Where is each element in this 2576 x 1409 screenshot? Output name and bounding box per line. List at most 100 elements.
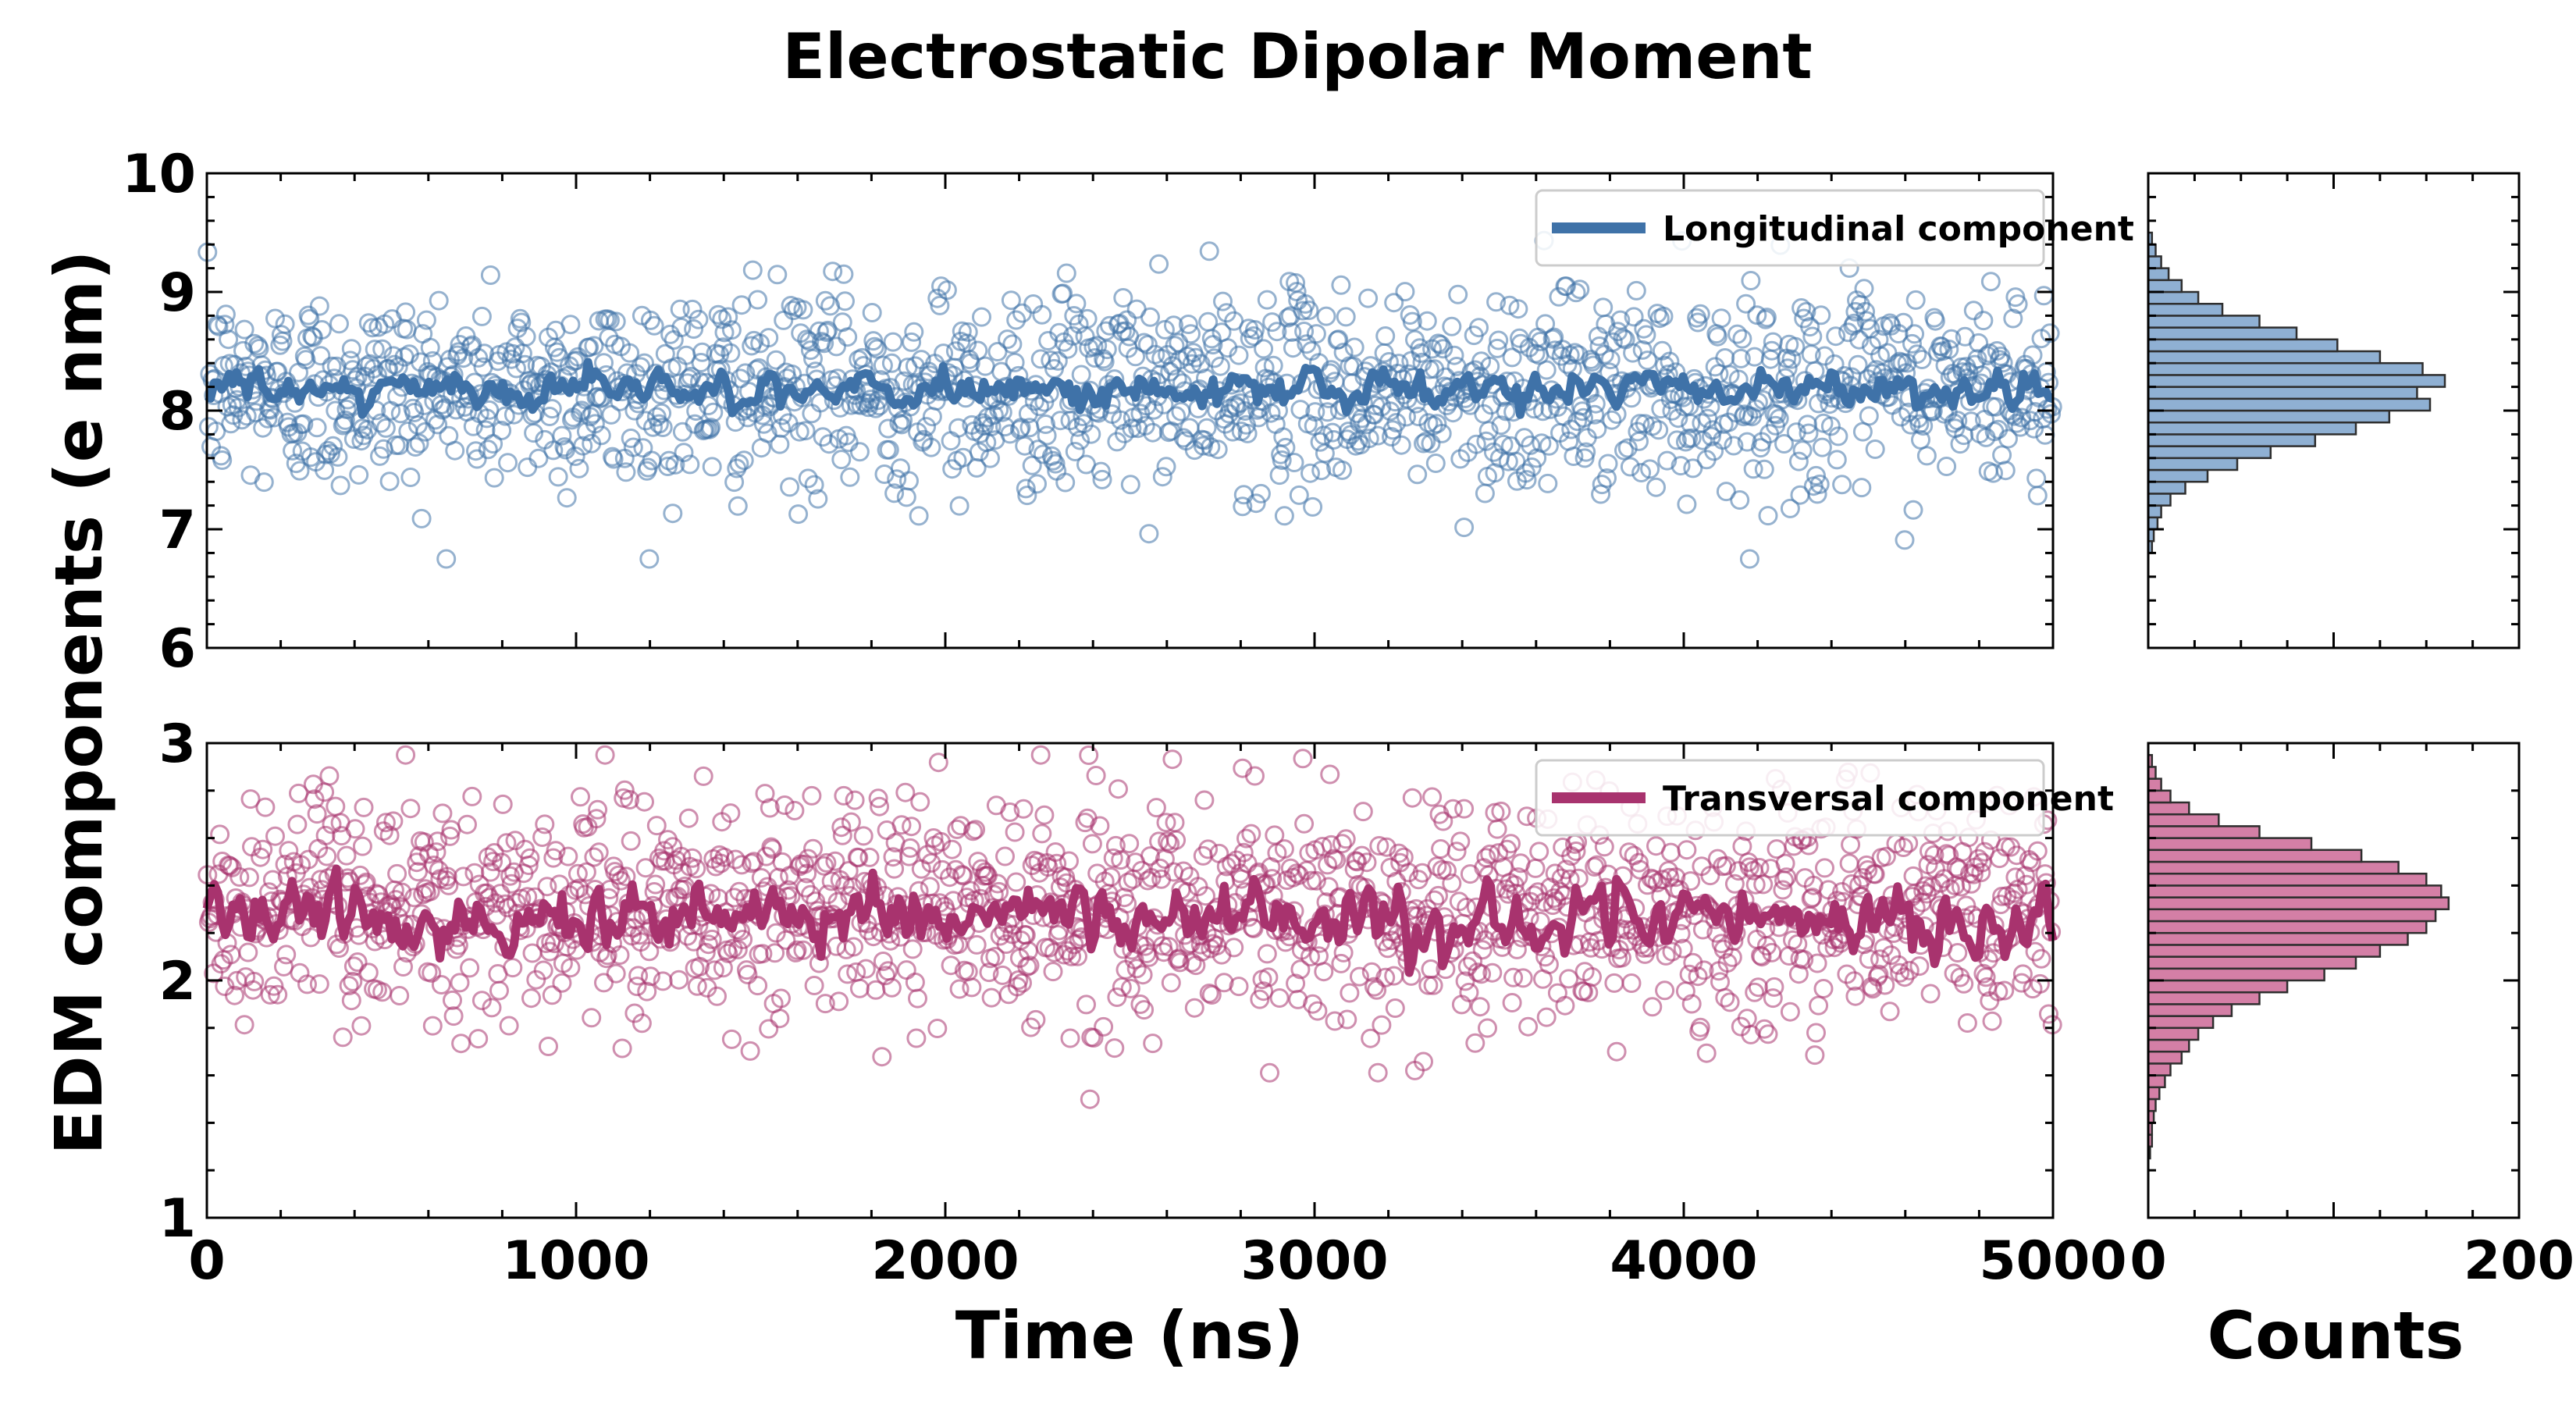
transversal-histogram-bar (2147, 860, 2400, 875)
transversal-scatter-point (1162, 749, 1183, 770)
longitudinal-legend: Longitudinal component (1535, 189, 2134, 267)
transversal-scatter-point (1893, 838, 1913, 857)
longitudinal-scatter-point (691, 353, 711, 372)
longitudinal-histogram-bar (2147, 374, 2446, 388)
transversal-scatter-point (1173, 861, 1194, 881)
longitudinal-scatter-point (1811, 305, 1831, 326)
transversal-scatter-point (1130, 994, 1151, 1014)
transversal-scatter-point (1146, 798, 1166, 818)
longitudinal-scatter-point (1254, 339, 1274, 359)
longitudinal-scatter-point (1902, 333, 1922, 354)
transversal-scatter-point (1414, 1051, 1433, 1072)
transversal-scatter-point (724, 888, 745, 908)
transversal-scatter-point (687, 976, 707, 996)
longitudinal-scatter-point (436, 549, 457, 569)
longitudinal-scatter-point (480, 265, 500, 285)
transversal-scatter-point (387, 863, 407, 884)
longitudinal-scatter-point (1653, 306, 1674, 326)
longitudinal-scatter-point (1995, 461, 2016, 481)
transversal-scatter-point (1807, 953, 1827, 973)
longitudinal-scatter-point (1500, 295, 1520, 315)
transversal-scatter-point (1005, 822, 1025, 842)
longitudinal-y-tick-label: 10 (122, 144, 196, 205)
transversal-scatter-point (966, 820, 986, 840)
transversal-histogram-bar (2147, 1050, 2183, 1065)
transversal-scatter-point (326, 796, 346, 817)
longitudinal-scatter-point (1486, 292, 1507, 312)
transversal-scatter-point (1971, 863, 1991, 883)
longitudinal-scatter-point (819, 434, 839, 454)
longitudinal-scatter-point (1254, 358, 1275, 378)
transversal-scatter-point (1269, 988, 1290, 1008)
transversal-scatter-point (1870, 949, 1890, 970)
longitudinal-scatter-point (1977, 346, 1998, 366)
longitudinal-scatter-point (585, 414, 605, 434)
transversal-scatter-point (2012, 973, 2032, 993)
longitudinal-scatter-point (1754, 459, 1774, 479)
longitudinal-scatter-point (1272, 450, 1292, 470)
transversal-legend-box (1535, 759, 2045, 837)
transversal-scatter-point (1034, 805, 1055, 825)
transversal-scatter-point (1539, 955, 1559, 974)
transversal-scatter-point (244, 971, 265, 991)
longitudinal-scatter-point (265, 308, 285, 329)
transversal-scatter-point (309, 974, 329, 994)
longitudinal-histogram-bar (2147, 350, 2382, 365)
transversal-scatter-point (329, 938, 349, 958)
longitudinal-scatter-point (1466, 434, 1486, 454)
transversal-legend: Transversal component (1535, 759, 2114, 837)
longitudinal-scatter-point (702, 457, 722, 477)
transversal-scatter-point (797, 863, 817, 884)
longitudinal-scatter-point (896, 487, 916, 507)
longitudinal-scatter-point (720, 343, 741, 363)
longitudinal-scatter-point (404, 403, 425, 422)
transversal-scatter-point (1294, 813, 1315, 834)
longitudinal-scatter-point (688, 309, 709, 329)
longitudinal-scatter-point (1636, 325, 1656, 345)
transversal-scatter-point (1331, 953, 1351, 973)
longitudinal-scatter-point (1149, 254, 1169, 274)
longitudinal-scatter-point (1683, 458, 1703, 479)
longitudinal-scatter-point (1036, 415, 1055, 434)
longitudinal-scatter-point (1344, 337, 1364, 358)
histogram-x-tick-label: 0 (2129, 1230, 2166, 1292)
transversal-histogram-bar (2147, 967, 2325, 982)
longitudinal-scatter-point (1303, 496, 1323, 517)
longitudinal-scatter-point (416, 310, 436, 330)
transversal-scatter-point (721, 1029, 742, 1049)
longitudinal-scatter-point (780, 477, 800, 497)
longitudinal-scatter-point (1690, 304, 1710, 324)
longitudinal-scatter-point (891, 458, 910, 479)
transversal-y-tick-label: 2 (159, 951, 196, 1012)
longitudinal-scatter-point (1282, 322, 1302, 342)
longitudinal-scatter-point (708, 304, 728, 325)
transversal-scatter-point (1934, 869, 1954, 889)
longitudinal-scatter-point (234, 319, 254, 340)
transversal-scatter-point (1470, 997, 1490, 1017)
longitudinal-scatter-point (1257, 290, 1277, 310)
transversal-scatter-point (1802, 888, 1823, 908)
transversal-scatter-point (928, 753, 948, 773)
transversal-scatter-point (1898, 833, 1919, 853)
longitudinal-scatter-point (1332, 460, 1352, 480)
transversal-scatter-point (499, 1016, 519, 1036)
longitudinal-scatter-point (672, 422, 692, 442)
transversal-scatter-point (1090, 816, 1110, 836)
longitudinal-scatter-point (1048, 350, 1068, 371)
longitudinal-scatter-point (788, 504, 809, 525)
transversal-scatter-point (1880, 1002, 1900, 1022)
transversal-scatter-point (1199, 984, 1219, 1003)
transversal-scatter-point (1690, 1017, 1710, 1037)
transversal-scatter-point (1694, 960, 1714, 980)
longitudinal-scatter-point (400, 468, 421, 487)
longitudinal-scatter-point (633, 438, 653, 458)
longitudinal-scatter-point (1120, 475, 1140, 495)
transversal-scatter-point (375, 813, 396, 833)
longitudinal-scatter-point (1386, 413, 1407, 432)
longitudinal-scatter-point (1802, 326, 1823, 347)
transversal-scatter-point (733, 930, 753, 949)
transversal-x-tick-label: 4000 (1610, 1230, 1757, 1292)
longitudinal-scatter-point (757, 423, 777, 443)
longitudinal-scatter-point (1631, 463, 1652, 482)
